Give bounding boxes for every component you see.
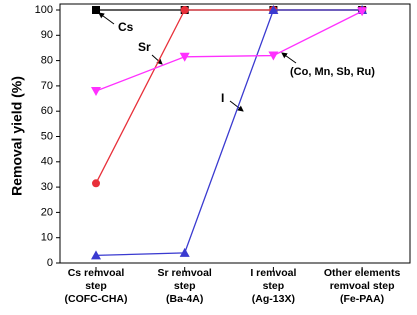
data-point	[92, 6, 100, 14]
x-tick-label: Sr remvoal step (Ba-4A)	[157, 267, 212, 305]
y-tick-label: 80	[41, 55, 53, 67]
annotation-arrow	[281, 52, 297, 64]
annotation: Sr	[138, 40, 151, 54]
annotation-arrow	[151, 54, 163, 65]
plot-frame	[59, 3, 411, 264]
x-tick-label: I remvoal step (Ag-13X)	[250, 267, 297, 305]
y-tick-label: 50	[41, 130, 53, 142]
data-point	[180, 6, 189, 14]
data-point	[268, 51, 279, 61]
y-axis-label: Removal yield (%)	[9, 76, 25, 196]
x-tick-label: Cs remvoal step (COFC-CHA)	[64, 267, 128, 305]
y-tick-label: 90	[41, 29, 53, 41]
annotation-arrow	[229, 100, 244, 112]
y-tick-label: 0	[47, 257, 53, 269]
y-tick-label: 10	[41, 232, 53, 244]
annotation: Cs	[118, 20, 134, 34]
data-point	[91, 86, 101, 96]
data-point	[91, 250, 101, 260]
data-point	[268, 5, 279, 14]
data-point	[179, 52, 190, 62]
y-tick-label: 30	[41, 181, 53, 193]
x-tick-label: Other elements remvoal step (Fe-PAA)	[323, 267, 401, 305]
y-tick-label: 20	[41, 206, 53, 218]
series-line	[95, 9, 363, 184]
annotation-arrow	[98, 12, 115, 25]
y-tick-label: 70	[41, 80, 53, 92]
y-tick-label: 60	[41, 105, 53, 117]
y-tick-label: 40	[41, 156, 53, 168]
series-line	[95, 9, 363, 257]
data-point	[92, 179, 100, 188]
data-point	[357, 7, 368, 17]
annotation: (Co, Mn, Sb, Ru)	[290, 66, 375, 78]
y-tick-label: 100	[35, 4, 53, 16]
series-line	[95, 10, 363, 92]
data-point	[179, 247, 190, 257]
annotation: I	[221, 91, 224, 105]
